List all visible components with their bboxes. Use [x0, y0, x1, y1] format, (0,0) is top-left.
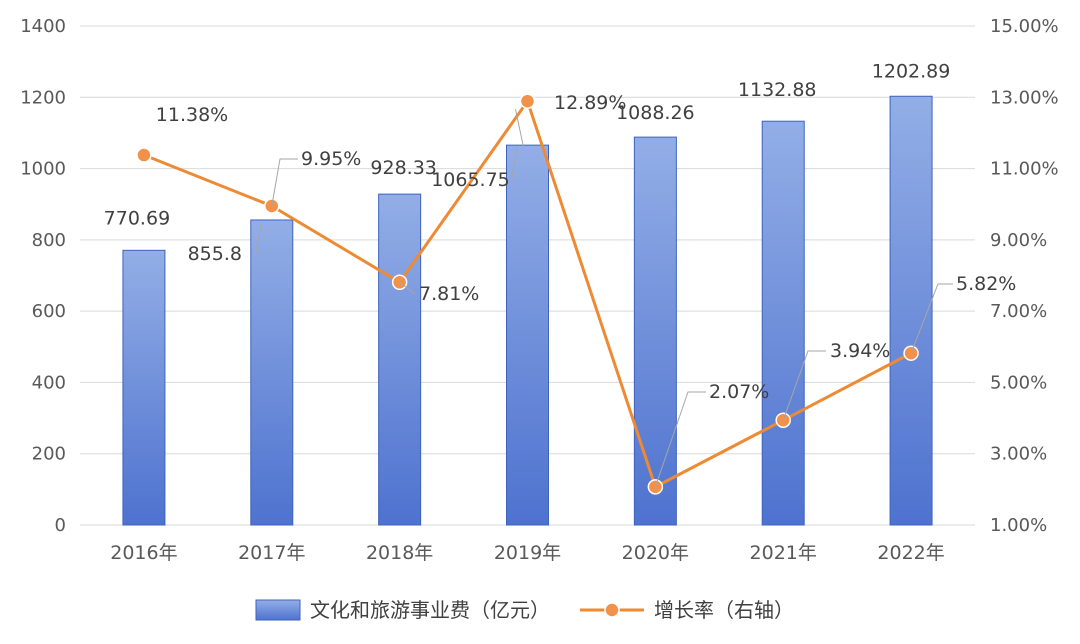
leader-line — [782, 350, 826, 421]
x-axis-tick-label: 2022年 — [877, 542, 944, 564]
bar-series — [122, 95, 933, 526]
x-axis-tick-label: 2019年 — [494, 542, 561, 564]
bar-data-label: 855.8 — [188, 243, 242, 265]
left-axis: 0 200 400 600 800 1000 1200 1400 — [20, 16, 66, 536]
legend: 文化和旅游事业费（亿元） 增长率（右轴） — [255, 598, 794, 622]
line-data-label: 12.89% — [554, 92, 626, 114]
line-data-label: 7.81% — [419, 283, 479, 305]
right-axis-tick-label: 1.00% — [990, 515, 1047, 536]
bar — [761, 120, 805, 526]
line-data-label: 2.07% — [709, 381, 769, 403]
right-axis-tick-label: 7.00% — [990, 301, 1047, 322]
bar-data-label: 928.33 — [370, 157, 436, 179]
x-axis-tick-label: 2021年 — [750, 542, 817, 564]
left-axis-tick-label: 1200 — [20, 87, 66, 108]
right-axis-tick-label: 13.00% — [990, 87, 1059, 108]
bar — [633, 136, 677, 526]
bar-data-label: 1088.26 — [616, 102, 695, 124]
leader-line — [255, 221, 263, 253]
left-axis-tick-label: 600 — [32, 301, 66, 322]
left-axis-tick-label: 1000 — [20, 159, 66, 180]
leader-line — [510, 147, 518, 179]
x-axis-tick-label: 2020年 — [622, 542, 689, 564]
bar-data-label: 770.69 — [104, 207, 170, 229]
line-data-label: 9.95% — [301, 148, 361, 170]
leader-line — [654, 391, 706, 488]
growth-marker — [519, 93, 536, 109]
bar — [378, 193, 422, 526]
bar-data-label: 1065.75 — [431, 169, 510, 191]
legend-line-marker — [604, 602, 620, 618]
left-axis-tick-label: 0 — [55, 515, 66, 536]
leader-line — [910, 283, 953, 354]
right-axis-tick-label: 9.00% — [990, 230, 1047, 251]
left-axis-tick-label: 200 — [32, 444, 66, 465]
x-axis-tick-label: 2018年 — [366, 542, 433, 564]
leader-line — [271, 158, 298, 207]
right-axis: 1.00% 3.00% 5.00% 7.00% 9.00% 11.00% 13.00% 15.… — [990, 16, 1059, 536]
bar-data-label: 1132.88 — [738, 79, 817, 101]
x-axis-tick-label: 2016年 — [110, 542, 177, 564]
line-data-label: 3.94% — [830, 340, 890, 362]
leader-line — [399, 281, 416, 295]
right-axis-tick-label: 15.00% — [990, 16, 1059, 37]
bar — [250, 219, 294, 526]
bar — [889, 95, 933, 526]
line-data-label: 11.38% — [156, 104, 228, 126]
leader-lines — [255, 109, 953, 488]
right-axis-tick-label: 5.00% — [990, 372, 1047, 393]
x-axis: 2016年 2017年 2018年 2019年 2020年 2021年 2022年 — [110, 542, 945, 564]
legend-bar-swatch — [255, 599, 301, 621]
legend-line-label: 增长率（右轴） — [654, 598, 794, 622]
left-axis-tick-label: 1400 — [20, 16, 66, 37]
line-data-label: 5.82% — [956, 273, 1016, 295]
bar — [122, 249, 166, 526]
x-axis-tick-label: 2017年 — [238, 542, 305, 564]
leader-line — [515, 109, 524, 148]
bar — [506, 144, 549, 526]
right-axis-tick-label: 3.00% — [990, 444, 1047, 465]
growth-marker — [136, 147, 152, 163]
right-axis-tick-label: 11.00% — [990, 159, 1059, 180]
bar-data-label: 1202.89 — [872, 60, 951, 82]
legend-bar-label: 文化和旅游事业费（亿元） — [310, 598, 550, 622]
left-axis-tick-label: 800 — [32, 230, 66, 251]
left-axis-tick-label: 400 — [32, 372, 66, 393]
